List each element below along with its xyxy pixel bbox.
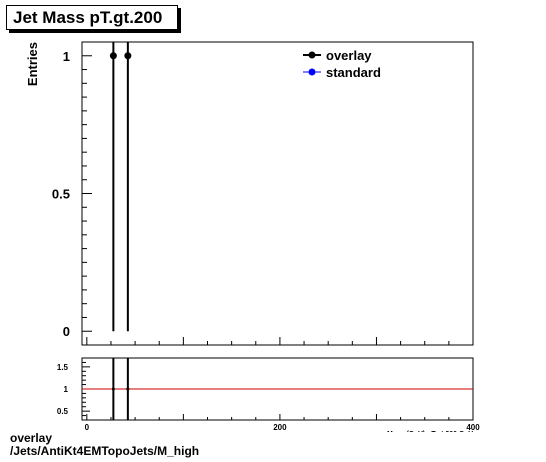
footer-caption: overlay /Jets/AntiKt4EMTopoJets/M_high [10,432,199,458]
y-axis-label: Entries [25,42,40,86]
footer-line-1: overlay [10,431,53,445]
overlay-point [124,52,132,60]
ratio-y-tick-label: 1 [64,385,69,394]
x-tick-label: 200 [273,423,287,432]
legend-marker-dot [308,68,316,76]
legend-label: standard [326,65,381,80]
legend: overlay standard [303,48,381,80]
y-tick-label: 1 [63,49,70,64]
ratio-point [126,387,130,391]
overlay-point [109,52,117,60]
x-tick-label: 0 [85,423,90,432]
footer-line-2: /Jets/AntiKt4EMTopoJets/M_high [10,444,200,458]
ratio-y-tick-label: 1.5 [57,363,69,372]
x-tick-label: 400 [466,423,480,432]
chart-title: Jet Mass pT.gt.200 [6,5,178,30]
chart-canvas: 0 0.5 1 Entries 0.5 1 1.5 0 200 400Mass (GeV) pT… [25,41,480,432]
ratio-panel: 0.5 1 1.5 0 200 400Mass (GeV) pT.gt.200 GeV [57,357,480,432]
ratio-y-tick-label: 0.5 [57,407,69,416]
x-axis-label: Mass (GeV) pT.gt.200 GeV [387,431,473,432]
ratio-point [111,387,115,391]
legend-marker-dot [308,51,316,59]
main-panel: 0 0.5 1 Entries [25,41,474,346]
y-tick-label: 0.5 [52,187,70,202]
plot-frame [81,41,474,346]
y-tick-label: 0 [63,324,70,339]
legend-label: overlay [326,48,372,63]
